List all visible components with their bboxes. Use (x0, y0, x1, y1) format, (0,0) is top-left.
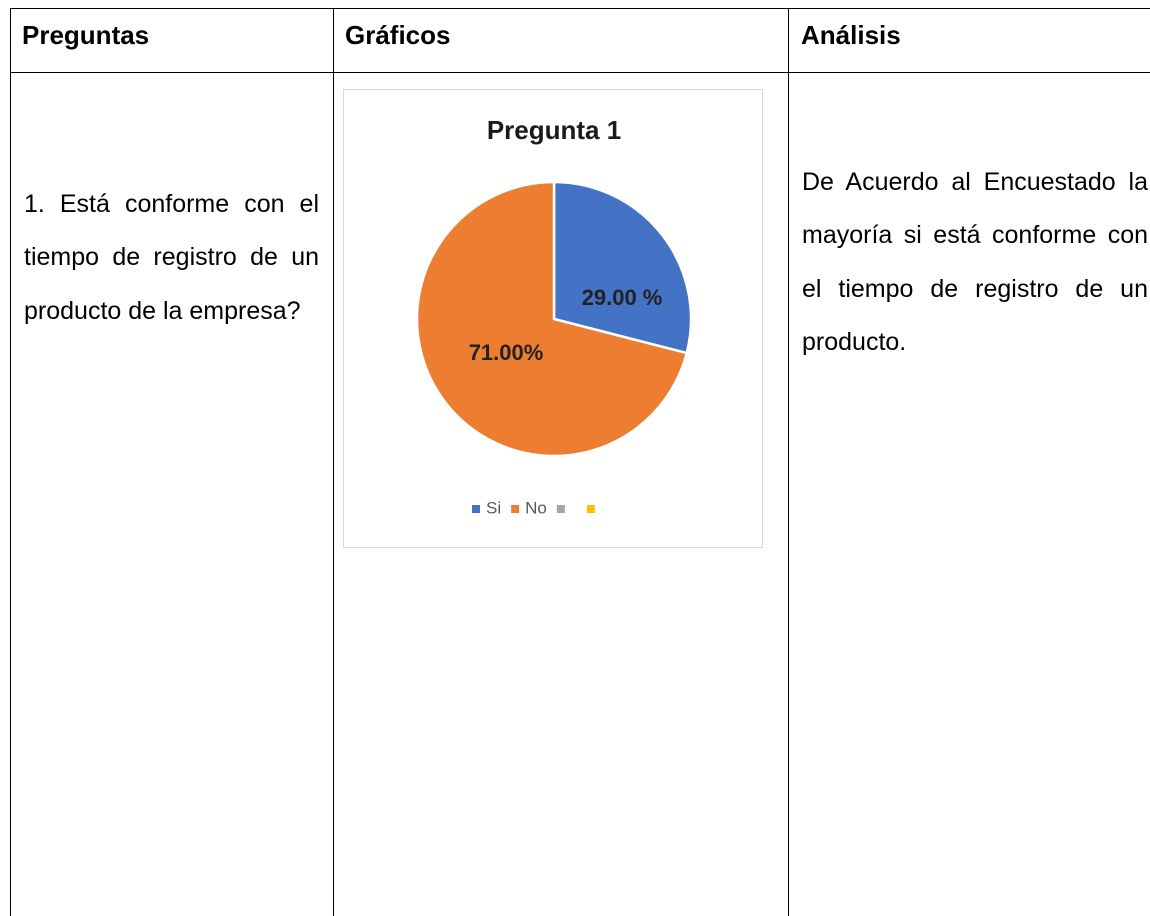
question: 1. Está conforme con el tiempo de regist… (24, 190, 319, 325)
table-border (10, 72, 1150, 73)
table-border (333, 8, 334, 916)
chart-title: Pregunta 1 (487, 115, 621, 145)
header: Análisis (801, 20, 901, 50)
legend-label: Si (486, 498, 501, 517)
legend-marker (472, 505, 480, 513)
table-border (10, 8, 11, 916)
legend-marker (556, 505, 565, 513)
table-border (10, 8, 1150, 9)
chart-frame: Pregunta 1 29.00 % 71.00% Si No (343, 89, 763, 548)
chart: Pregunta 1 29.00 % 71.00% Si No (415, 115, 693, 517)
legend-label: No (525, 498, 547, 517)
header: Gráficos (345, 20, 451, 50)
legend-marker (586, 505, 595, 513)
header: Preguntas (22, 20, 150, 50)
pie-slice (552, 180, 693, 355)
legend-marker (511, 505, 520, 513)
pie-slice (415, 180, 689, 458)
data-label: 29.00 % (582, 285, 663, 310)
data-label: 71.00% (469, 340, 544, 365)
table-border (788, 8, 789, 916)
analysis: De Acuerdo al Encuestado la mayoría si e… (802, 168, 1148, 356)
